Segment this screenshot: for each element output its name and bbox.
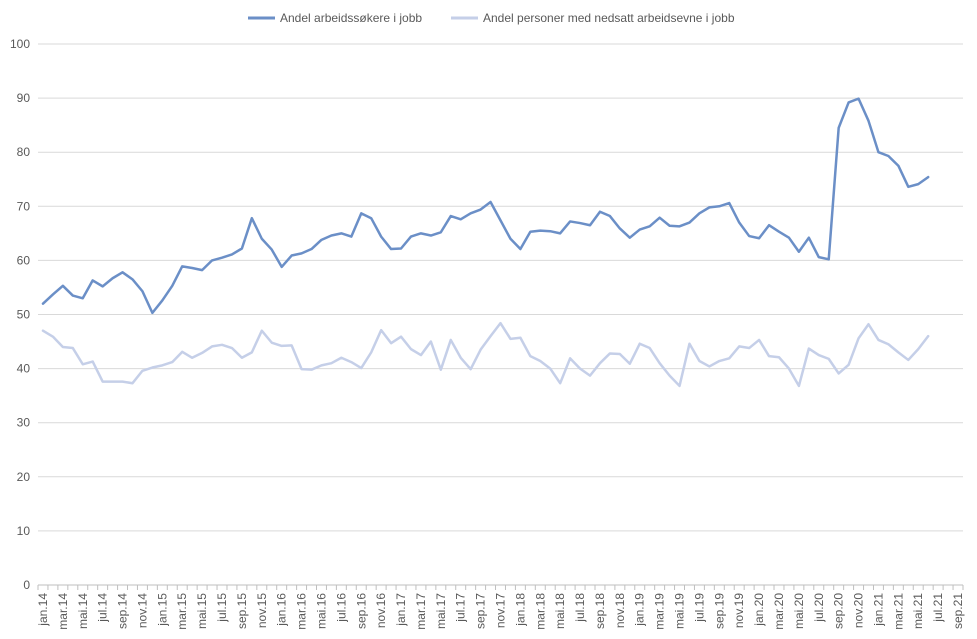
x-tick-label: mai.19 [673,593,687,629]
x-tick-label: jul.17 [454,593,468,623]
series-line [41,97,930,315]
legend-label: Andel arbeidssøkere i jobb [280,11,422,25]
x-tick-label: nov.19 [732,593,746,628]
x-tick-label: jan.19 [633,593,647,627]
x-tick-label: jan.20 [752,593,766,627]
x-tick-label: mar.19 [653,593,667,630]
x-tick-label: jan.14 [36,593,50,627]
x-tick-label: jan.17 [394,593,408,627]
y-tick-label: 80 [17,145,31,159]
x-tick-label: nov.17 [494,593,508,628]
x-tick-label: jul.15 [215,593,229,623]
x-tick-label: nov.18 [613,593,627,628]
legend: Andel arbeidssøkere i jobb Andel personer… [248,11,735,25]
x-tick-label: jan.15 [155,593,169,627]
y-tick-label: 10 [17,524,31,538]
x-tick-label: sep.17 [474,593,488,629]
y-axis-tick-labels: 0 10 20 30 40 50 60 70 80 90 100 [10,37,30,592]
x-tick-label: sep.21 [951,593,965,629]
x-tick-label: jul.14 [96,593,110,623]
x-tick-label: jan.18 [513,593,527,627]
x-tick-label: sep.20 [832,593,846,629]
x-tick-label: jan.16 [275,593,289,627]
y-tick-label: 20 [17,470,31,484]
x-tick-label: mai.21 [911,593,925,629]
x-tick-label: jul.19 [692,593,706,623]
x-tick-label: mai.16 [314,593,328,629]
series-line [41,321,930,388]
x-tick-label: jan.21 [871,593,885,627]
y-tick-label: 0 [23,578,30,592]
x-tick-label: sep.19 [712,593,726,629]
y-tick-label: 90 [17,91,31,105]
legend-label: Andel personer med nedsatt arbeidsevne i… [483,11,735,25]
x-tick-label: mar.16 [295,593,309,630]
x-axis [37,584,964,590]
x-tick-label: mar.20 [772,593,786,630]
x-tick-label: mai.18 [553,593,567,629]
x-tick-label: mar.15 [175,593,189,630]
x-tick-label: mar.14 [56,593,70,630]
x-tick-label: mai.14 [76,593,90,629]
y-tick-label: 30 [17,416,31,430]
x-tick-label: jul.16 [334,593,348,623]
x-tick-label: nov.16 [374,593,388,628]
x-tick-label: sep.18 [593,593,607,629]
x-tick-label: sep.15 [235,593,249,629]
x-tick-label: jul.21 [931,593,945,623]
x-tick-label: mar.17 [414,593,428,630]
x-tick-label: nov.15 [255,593,269,628]
x-tick-label: jul.20 [812,593,826,623]
y-tick-label: 40 [17,362,31,376]
y-tick-label: 70 [17,199,31,213]
x-tick-label: sep.16 [354,593,368,629]
x-tick-label: mar.18 [533,593,547,630]
x-tick-label: nov.20 [852,593,866,628]
x-tick-label: nov.14 [135,593,149,628]
x-tick-label: mai.20 [792,593,806,629]
series-lines [41,97,930,388]
gridlines [38,43,963,532]
y-tick-label: 100 [10,37,30,51]
x-tick-label: sep.14 [116,593,130,629]
x-axis-tick-labels: jan.14 mar.14 mai.14 jul.14 sep.14 nov.14 jan.… [36,593,965,630]
x-tick-label: mar.21 [891,593,905,630]
x-tick-label: jul.18 [573,593,587,623]
x-tick-label: mai.15 [195,593,209,629]
y-tick-label: 50 [17,308,31,322]
y-tick-label: 60 [17,253,31,267]
x-tick-label: mai.17 [434,593,448,629]
